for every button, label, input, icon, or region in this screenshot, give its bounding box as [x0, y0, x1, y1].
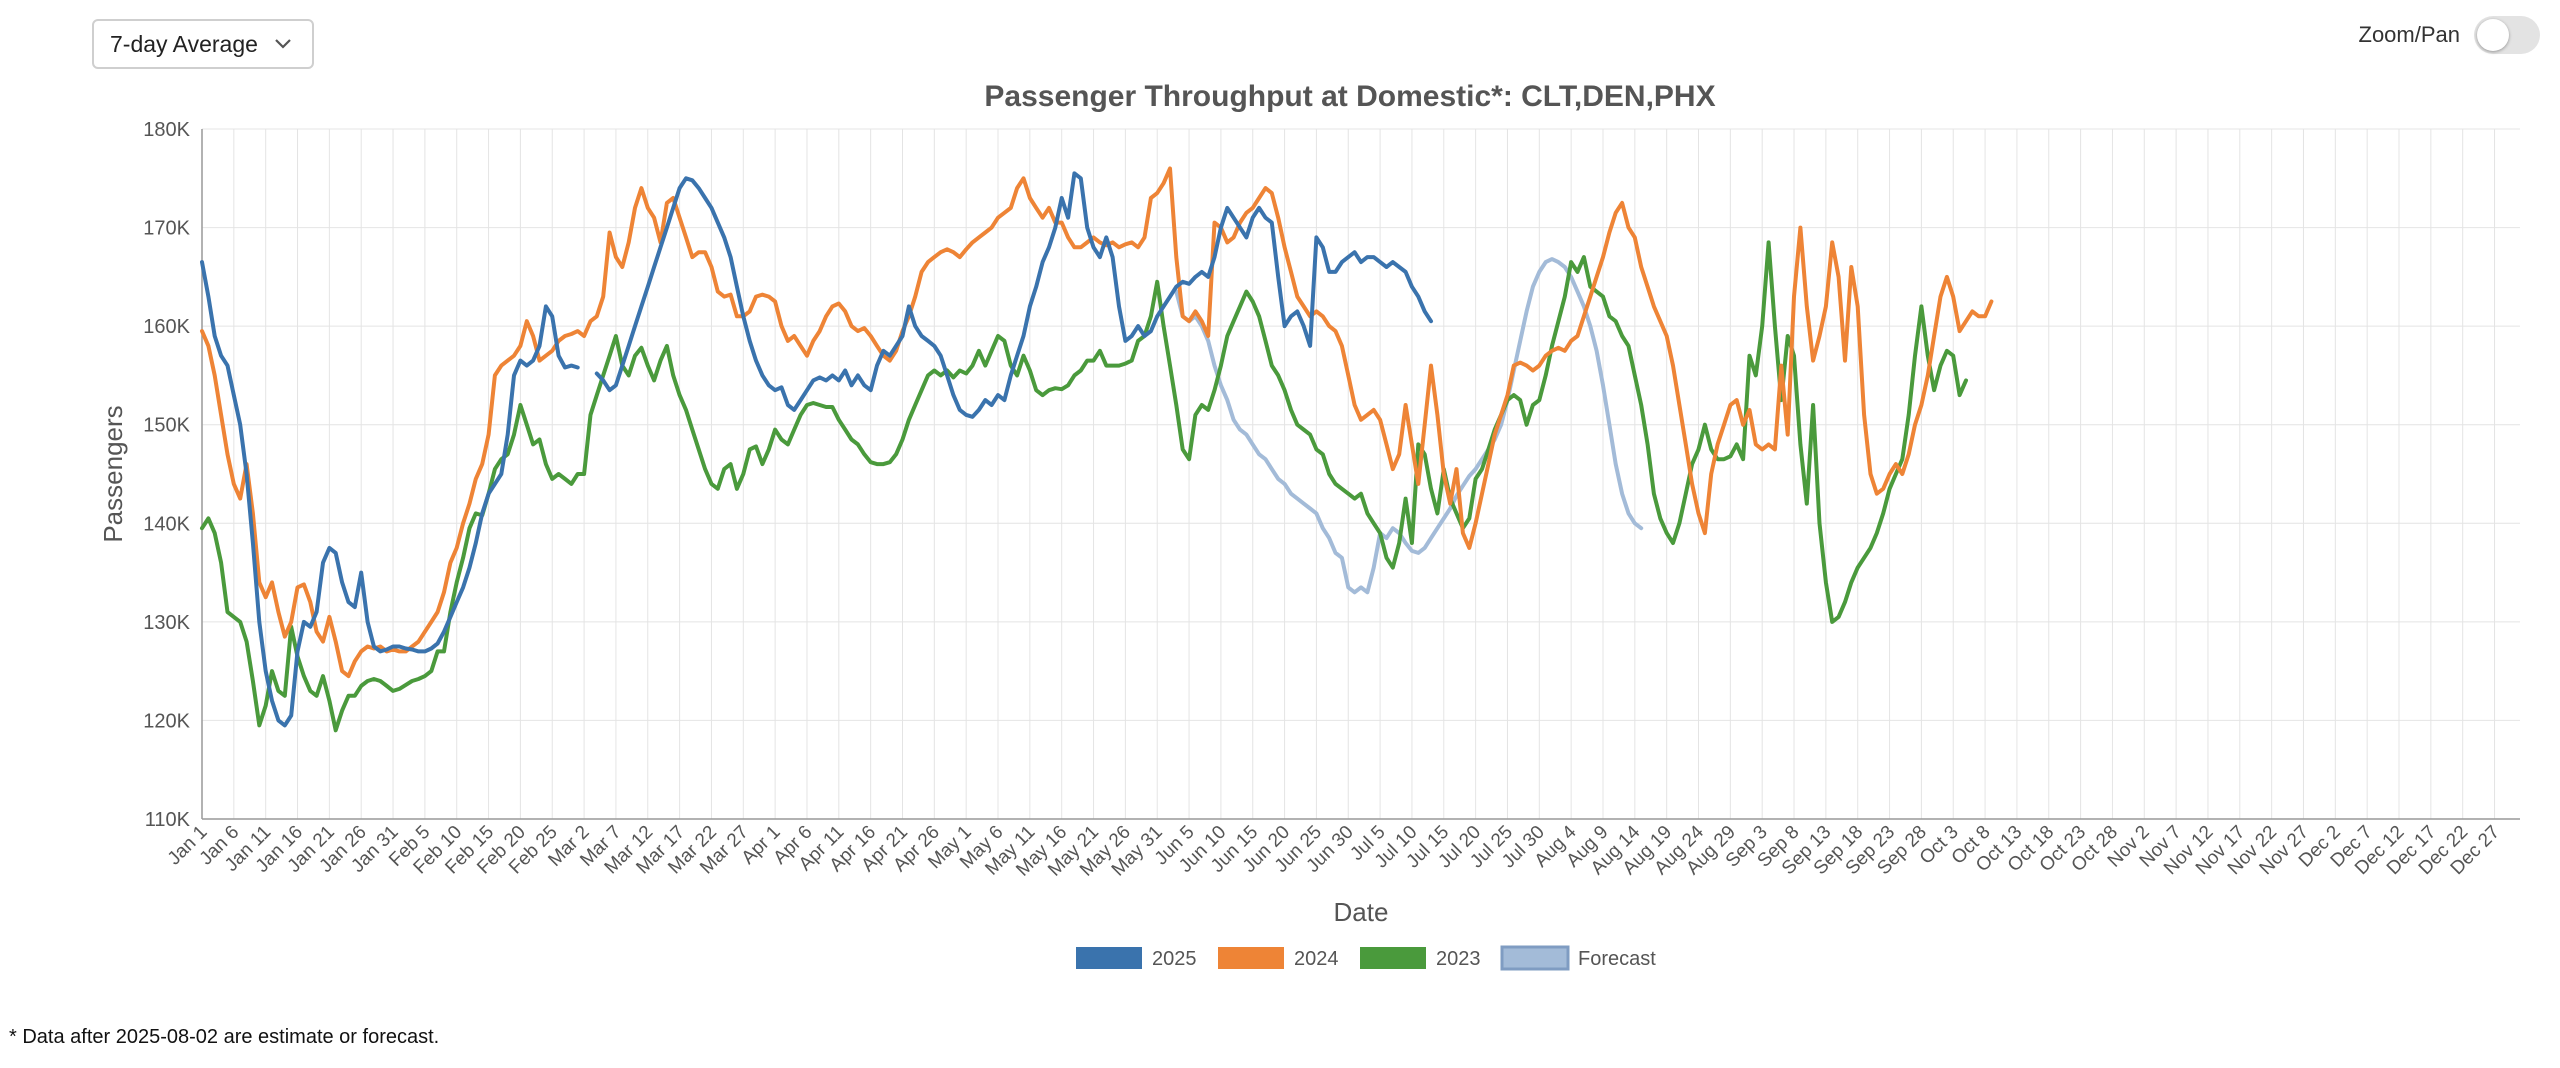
toggle-knob [2477, 19, 2509, 51]
y-tick-label: 110K [145, 809, 191, 831]
series-line-2023 [200, 240, 1968, 733]
legend-swatch [1500, 945, 1570, 971]
legend-item-2025: 2025 [1076, 947, 1197, 970]
footnote: * Data after 2025-08-02 are estimate or … [9, 1026, 440, 1048]
y-tick-label: 120K [143, 710, 190, 732]
y-tick-label: 170K [143, 218, 190, 240]
y-axis-label: Passengers [98, 405, 128, 542]
y-tick-label: 180K [143, 119, 190, 141]
chevron-down-icon [275, 39, 291, 49]
chart-series [200, 166, 1994, 733]
y-tick-label: 160K [143, 316, 190, 338]
average-select[interactable]: 7-day Average [92, 19, 314, 69]
series-line-2025 [200, 171, 1433, 728]
legend-item-2023: 2023 [1360, 947, 1481, 970]
legend-label: Forecast [1578, 948, 1656, 970]
legend-label: 2024 [1294, 948, 1339, 970]
zoom-pan-label: Zoom/Pan [2358, 22, 2461, 47]
average-select-value: 7-day Average [110, 30, 258, 57]
legend-label: 2023 [1436, 948, 1481, 970]
chart-legend[interactable]: 2025 2024 2023 Forecast [1076, 945, 1656, 971]
y-tick-label: 140K [143, 513, 190, 535]
series-line-2024 [200, 166, 1994, 679]
legend-swatch [1360, 947, 1426, 969]
x-axis-label: Date [1334, 897, 1389, 927]
y-tick-label: 150K [143, 415, 190, 437]
zoom-pan-toggle[interactable] [2474, 16, 2540, 54]
chart-grid [201, 128, 2520, 820]
zoom-pan-control: Zoom/Pan [2358, 16, 2540, 54]
y-tick-label: 130K [143, 612, 190, 634]
legend-swatch [1076, 947, 1142, 969]
legend-swatch [1218, 947, 1284, 969]
legend-label: 2025 [1152, 948, 1197, 970]
chart-title: Passenger Throughput at Domestic*: CLT,D… [984, 80, 1715, 113]
series-line-forecast [1174, 257, 1644, 595]
legend-item-2024: 2024 [1218, 947, 1339, 970]
legend-item-forecast: Forecast [1500, 945, 1656, 971]
